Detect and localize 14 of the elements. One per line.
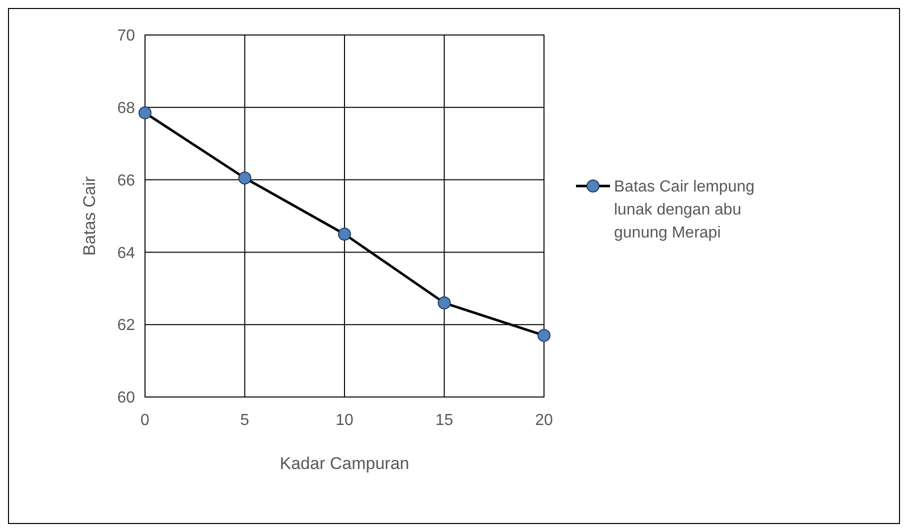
- x-tick-label: 10: [336, 412, 354, 429]
- y-axis-title: Batas Cair: [80, 176, 99, 256]
- x-tick-label: 0: [140, 412, 150, 429]
- y-tick-label: 60: [117, 390, 136, 407]
- x-tick-label: 5: [240, 412, 250, 429]
- x-axis-title: Kadar Campuran: [280, 454, 410, 473]
- x-tick-label: 20: [535, 412, 553, 429]
- y-tick-label: 70: [117, 28, 136, 45]
- x-tick-label: 15: [435, 412, 454, 429]
- y-tick-label: 68: [117, 100, 136, 117]
- y-tick-label: 64: [117, 244, 136, 262]
- y-tick-label: 66: [117, 172, 136, 190]
- y-tick-label: 62: [117, 317, 136, 334]
- legend-label: Batas Cair lempung lunak dengan abu gunung Merapi: [614, 178, 755, 242]
